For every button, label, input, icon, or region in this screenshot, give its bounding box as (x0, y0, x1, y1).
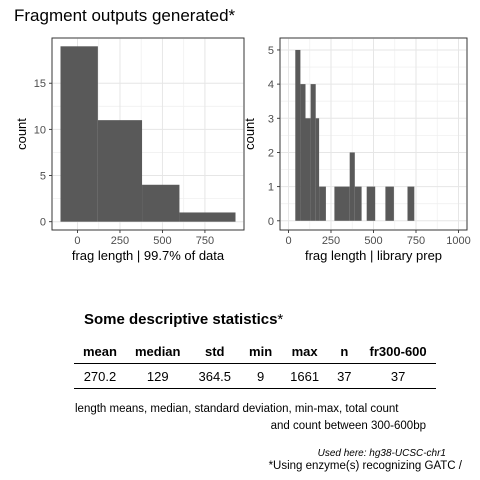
histogram-bar (385, 186, 394, 221)
histogram-panel-2: 0 250 500 750 1000 0 1 2 3 4 5 frag length | librar… (242, 37, 471, 263)
stats-title-text: Some descriptive statistics (84, 311, 278, 328)
x-tick-label: 750 (196, 235, 214, 247)
stats-header-std: std (189, 344, 241, 364)
stats-value-max: 1661 (281, 363, 329, 389)
x-axis-label: frag length | library prep (305, 248, 442, 263)
histogram-panel-1: 0 250 500 750 0 5 10 15 frag length | 99.7% of d… (14, 37, 245, 263)
stats-note-line2: and count between 300-600bp (270, 420, 426, 432)
x-tick-label: 1000 (446, 235, 470, 247)
stats-value-n: 37 (328, 363, 361, 389)
histogram-bar (295, 49, 301, 221)
stats-value-fr300-600: 37 (360, 363, 436, 389)
histogram-bar (315, 118, 320, 221)
stats-note-line1: length means, median, standard deviation… (75, 403, 399, 415)
x-tick-label: 500 (364, 235, 382, 247)
histogram-bar (366, 186, 376, 221)
stats-header-mean: mean (74, 344, 126, 364)
histogram-bar (334, 186, 350, 221)
stats-value-std: 364.5 (189, 363, 241, 389)
histogram-bar (300, 84, 306, 221)
histogram-bar (142, 184, 180, 222)
plot-border (279, 37, 468, 231)
histogram-bar (319, 186, 326, 221)
stats-value-mean: 270.2 (74, 363, 126, 389)
histogram-bar (97, 120, 143, 222)
stats-header-min: min (240, 344, 282, 364)
stats-title: Some descriptive statistics* (84, 311, 283, 328)
y-tick-label: 15 (34, 78, 46, 90)
stats-header-n: n (328, 344, 361, 364)
y-tick-label: 0 (40, 217, 46, 229)
histogram-bar (305, 118, 311, 221)
stats-title-star: * (277, 311, 284, 328)
x-tick-label: 750 (407, 235, 425, 247)
enzyme-note: *Using enzyme(s) recognizing GATC / (268, 460, 462, 472)
y-tick-label: 5 (268, 45, 274, 57)
histogram-bar (310, 84, 316, 221)
y-tick-label: 0 (268, 216, 274, 228)
histogram-bar (60, 46, 98, 222)
page-title: Fragment outputs generated* (14, 6, 236, 25)
y-tick-label: 4 (268, 79, 274, 91)
x-tick-label: 250 (111, 235, 129, 247)
y-tick-label: 3 (268, 113, 274, 125)
stats-header-median: median (125, 344, 190, 364)
y-tick-label: 10 (34, 124, 46, 136)
histogram-bar (407, 186, 415, 221)
x-tick-label: 0 (285, 235, 291, 247)
y-tick-label: 5 (40, 171, 46, 183)
x-tick-label: 250 (322, 235, 340, 247)
stats-value-median: 129 (125, 363, 190, 389)
x-axis-label: frag length | 99.7% of data (72, 248, 225, 263)
source-note: Used here: hg38-UCSC-chr1 (317, 448, 446, 459)
stats-header-max: max (281, 344, 329, 364)
stats-header-fr300-600: fr300-600 (360, 344, 436, 364)
stats-table: mean median std min max n fr300-600 270.… (74, 344, 436, 389)
stats-value-min: 9 (240, 363, 282, 389)
y-axis-label: count (14, 118, 29, 150)
histogram-bar (349, 152, 355, 221)
y-tick-label: 1 (268, 182, 274, 194)
stats-value-row: 270.2 129 364.5 9 1661 37 37 (74, 363, 436, 389)
plot-border (51, 37, 245, 231)
histogram-bar (354, 186, 362, 221)
stats-header-row: mean median std min max n fr300-600 (74, 344, 436, 364)
x-tick-label: 500 (153, 235, 171, 247)
y-axis-label: count (242, 118, 257, 150)
x-tick-label: 0 (74, 235, 80, 247)
histogram-bar (179, 212, 236, 222)
y-tick-label: 2 (268, 147, 274, 159)
